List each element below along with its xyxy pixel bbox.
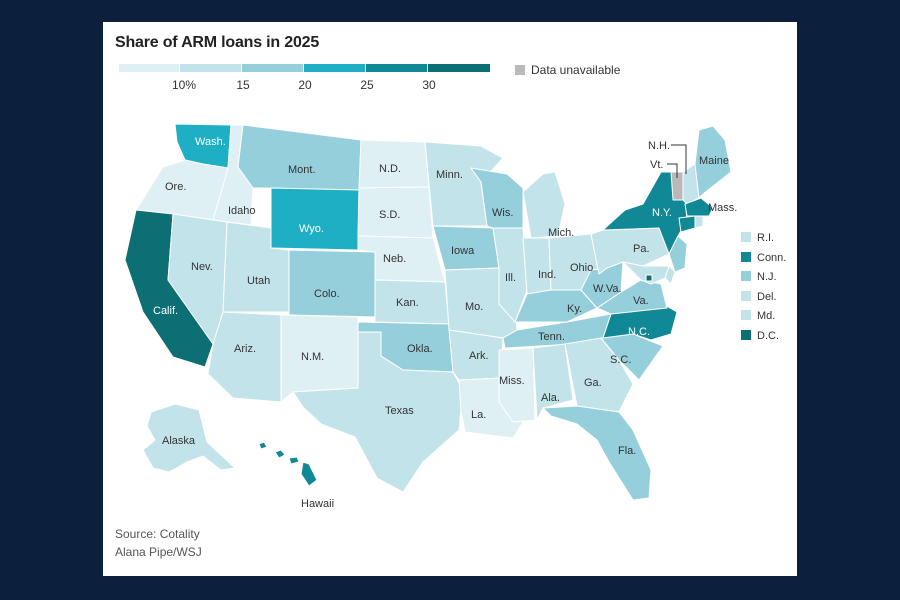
small-state-label: N.J.: [757, 271, 777, 283]
label-sd: S.D.: [379, 209, 400, 221]
source-credit: Source: Cotality Alana Pipe/WSJ: [115, 525, 202, 561]
label-vt: Vt.: [650, 159, 663, 171]
small-state-conn: Conn.: [741, 252, 786, 272]
state-shape: [271, 188, 359, 250]
label-colo: Colo.: [314, 288, 340, 300]
state-shape: [289, 250, 375, 317]
small-state-md: Md.: [741, 310, 786, 330]
state-shape: [523, 238, 551, 294]
small-state-dc: D.C.: [741, 330, 786, 350]
small-state-swatch: [741, 252, 751, 262]
label-ky: Ky.: [567, 303, 582, 315]
label-fla: Fla.: [618, 445, 636, 457]
label-va: Va.: [633, 295, 649, 307]
label-pa: Pa.: [633, 243, 650, 255]
small-state-swatch: [741, 330, 751, 340]
label-nc: N.C.: [628, 326, 650, 338]
small-state-label: Md.: [757, 310, 775, 322]
source-line: Source: Cotality: [115, 525, 202, 543]
label-wash: Wash.: [195, 136, 226, 148]
state-shape: [208, 312, 281, 402]
small-state-swatch: [741, 232, 751, 242]
label-ariz: Ariz.: [234, 343, 256, 355]
small-state-label: Del.: [757, 291, 777, 303]
label-ind: Ind.: [538, 269, 556, 281]
label-ore: Ore.: [165, 181, 186, 193]
label-ark: Ark.: [469, 350, 489, 362]
state-shape: [679, 216, 695, 232]
label-mich: Mich.: [548, 227, 574, 239]
label-wyo: Wyo.: [299, 223, 324, 235]
small-states-legend: R.I. Conn. N.J. Del. Md. D.C.: [741, 232, 786, 349]
label-nd: N.D.: [379, 163, 401, 175]
label-nm: N.M.: [301, 351, 324, 363]
small-state-del: Del.: [741, 291, 786, 311]
label-tenn: Tenn.: [538, 331, 565, 343]
label-ill: Ill.: [505, 272, 516, 284]
label-ala: Ala.: [541, 392, 560, 404]
label-idaho: Idaho: [228, 205, 256, 217]
label-iowa: Iowa: [451, 245, 475, 257]
credit-line: Alana Pipe/WSJ: [115, 543, 202, 561]
label-mo: Mo.: [465, 301, 483, 313]
label-neb: Neb.: [383, 253, 406, 265]
small-state-label: D.C.: [757, 330, 779, 342]
state-shape: [238, 125, 361, 190]
state-shape: [259, 442, 317, 486]
label-wis: Wis.: [492, 207, 513, 219]
label-maine: Maine: [699, 155, 729, 167]
label-calif: Calif.: [153, 305, 178, 317]
small-state-swatch: [741, 310, 751, 320]
label-kan: Kan.: [396, 297, 419, 309]
label-alaska: Alaska: [162, 435, 196, 447]
label-texas: Texas: [385, 405, 414, 417]
label-utah: Utah: [247, 275, 270, 287]
state-shape: [695, 216, 703, 228]
small-state-ri: R.I.: [741, 232, 786, 252]
small-state-nj: N.J.: [741, 271, 786, 291]
chart-card: Share of ARM loans in 2025 10% 15 20 25 …: [103, 22, 797, 576]
label-miss: Miss.: [499, 375, 525, 387]
label-la: La.: [471, 409, 486, 421]
label-hawaii: Hawaii: [301, 498, 334, 510]
small-state-swatch: [741, 271, 751, 281]
label-nev: Nev.: [191, 261, 213, 273]
small-state-label: Conn.: [757, 252, 786, 264]
label-mass: Mass.: [708, 202, 737, 214]
label-ga: Ga.: [584, 377, 602, 389]
label-ohio: Ohio: [570, 262, 593, 274]
label-ny: N.Y.: [652, 207, 672, 219]
state-shape: [646, 275, 652, 281]
label-mont: Mont.: [288, 164, 316, 176]
small-state-swatch: [741, 291, 751, 301]
label-okla: Okla.: [407, 343, 433, 355]
label-nh: N.H.: [648, 140, 670, 152]
label-sc: S.C.: [610, 354, 631, 366]
label-wva: W.Va.: [593, 283, 622, 295]
us-state-map: Wash. Ore. Calif. Idaho Nev. Mont. Wyo. …: [103, 22, 797, 576]
label-minn: Minn.: [436, 169, 463, 181]
small-state-label: R.I.: [757, 232, 774, 244]
